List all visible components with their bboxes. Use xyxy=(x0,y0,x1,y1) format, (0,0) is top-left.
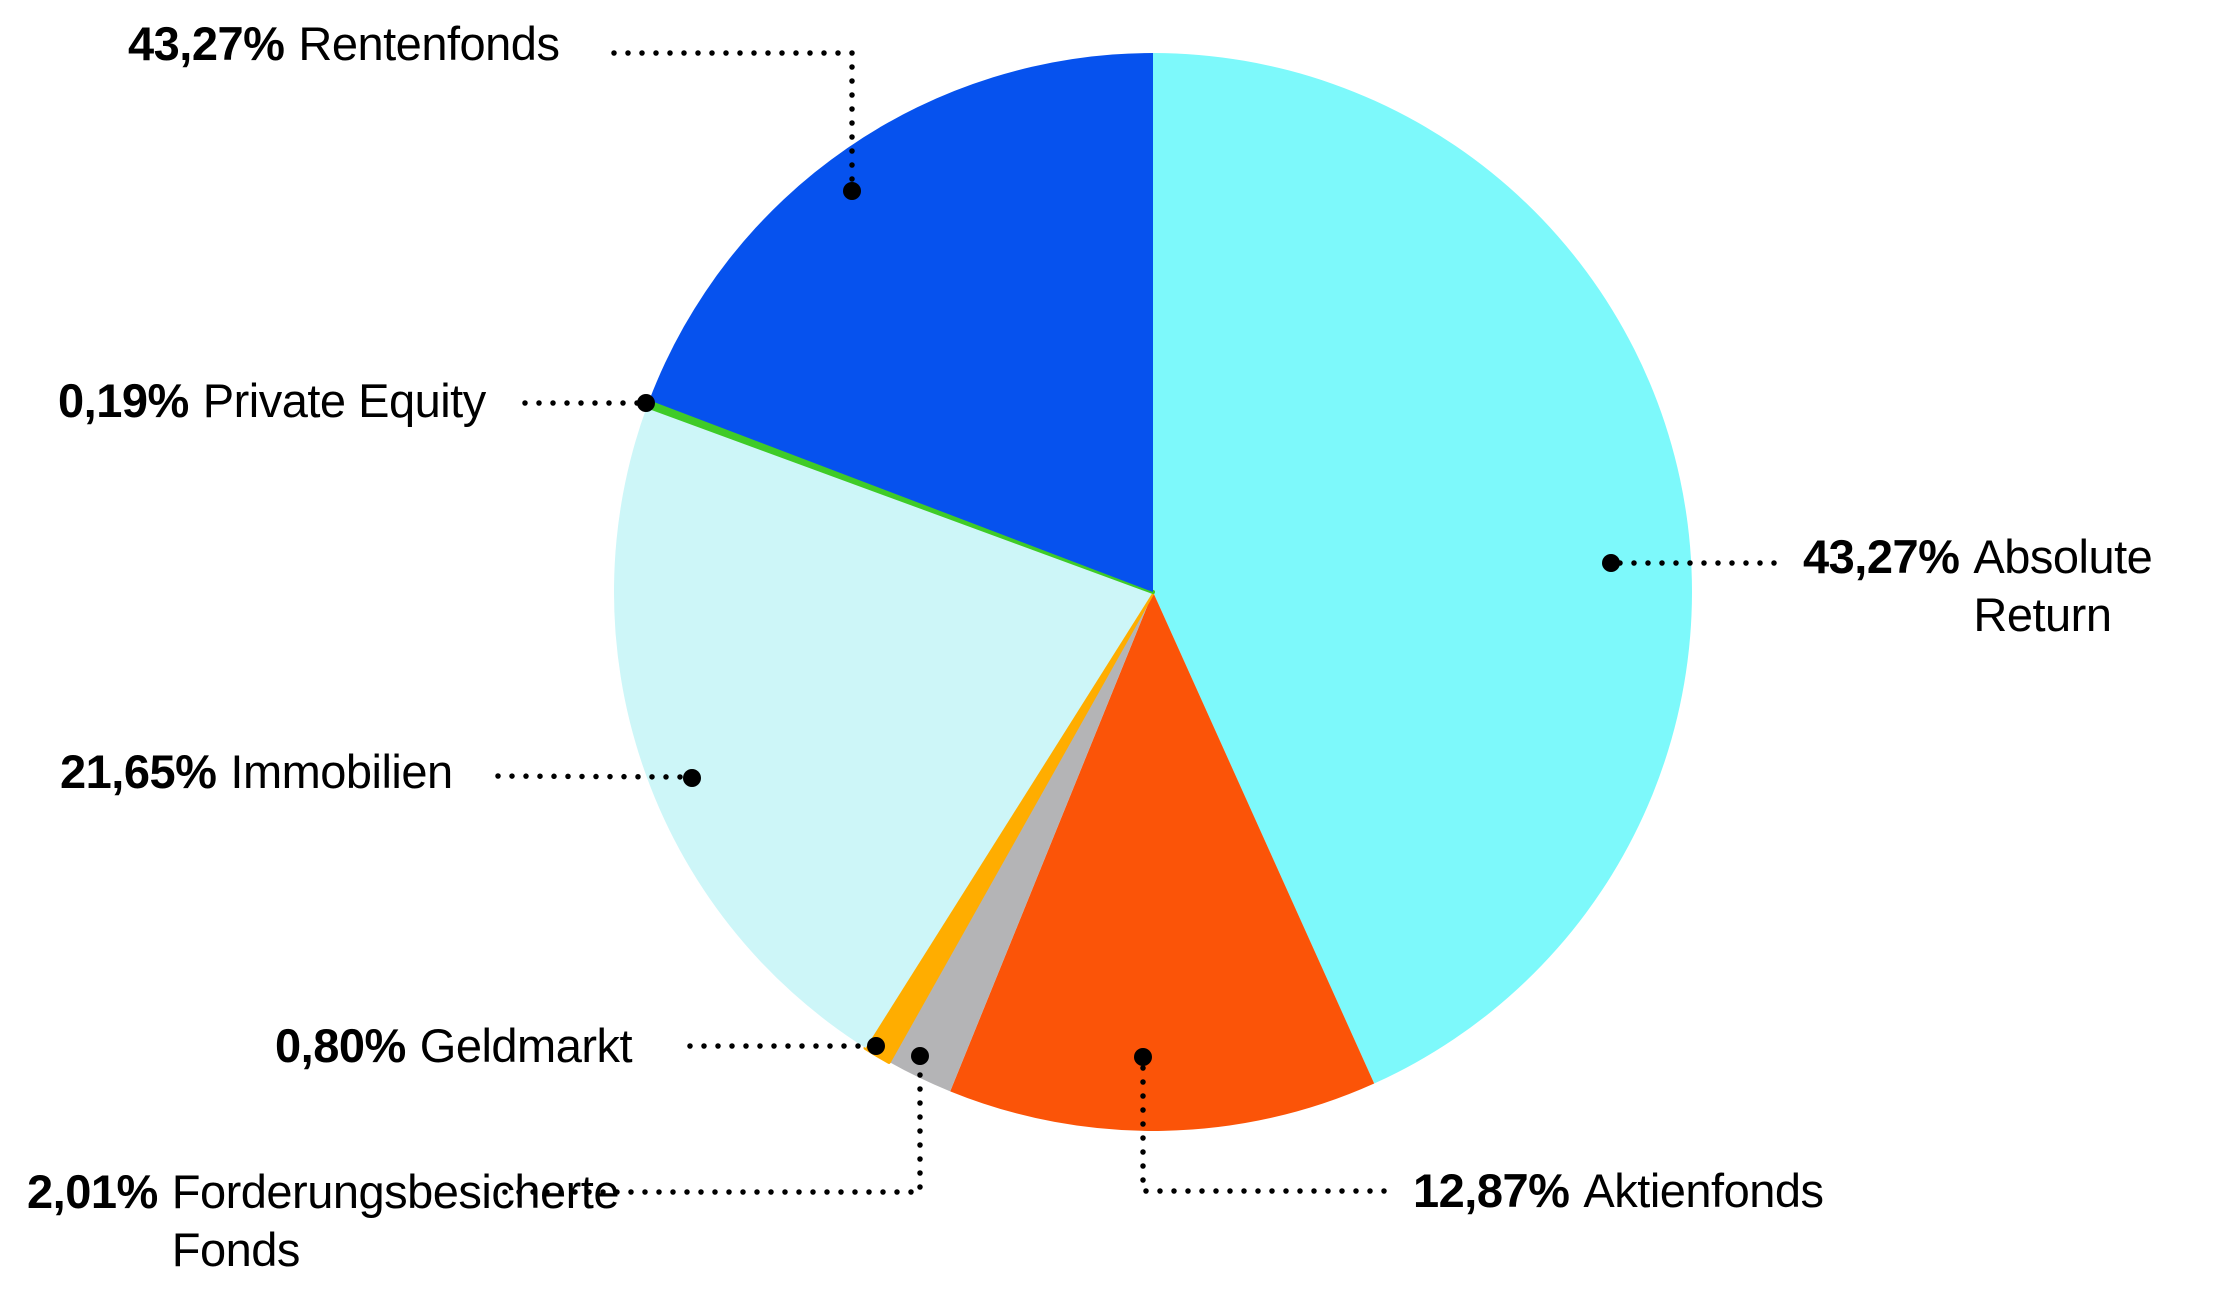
percent-label-forderungsbesicherte-fonds: 2,01% xyxy=(27,1165,158,1218)
callout-immobilien: 21,65% Immobilien xyxy=(60,743,453,801)
pie-slice-aktienfonds xyxy=(950,592,1375,1131)
callout-forderungsbesicherte-fonds: 2,01% Forderungsbesicherte Fonds xyxy=(27,1163,620,1279)
pie-slice-forderungsbesicherte-fonds xyxy=(888,592,1153,1092)
callout-absolute-return: 43,27% Absolute Return xyxy=(1803,528,2198,644)
slice-name-rentenfonds: Rentenfonds xyxy=(298,17,560,70)
marker-dot-absolute-return xyxy=(1602,554,1620,572)
marker-dot-private-equity xyxy=(637,394,655,412)
percent-label-absolute-return: 43,27% xyxy=(1803,530,1960,583)
slice-name-geldmarkt: Geldmarkt xyxy=(419,1019,633,1072)
slice-name-immobilien: Immobilien xyxy=(230,745,453,798)
percent-label-rentenfonds: 43,27% xyxy=(128,17,285,70)
percent-label-private-equity: 0,19% xyxy=(58,374,189,427)
leader-line-forderungsbesicherte-fonds xyxy=(502,1064,923,1195)
marker-dot-aktienfonds xyxy=(1134,1048,1152,1066)
callout-aktienfonds: 12,87% Aktienfonds xyxy=(1413,1162,1824,1220)
callout-rentenfonds: 43,27% Rentenfonds xyxy=(128,15,560,73)
pie-slice-geldmarkt xyxy=(863,590,1155,1064)
callout-private-equity: 0,19% Private Equity xyxy=(58,372,486,430)
slice-name-forderungsbesicherte-fonds: Forderungsbesicherte Fonds xyxy=(171,1165,620,1276)
callout-geldmarkt: 0,80% Geldmarkt xyxy=(275,1017,633,1075)
leader-line-aktienfonds xyxy=(1140,1065,1391,1194)
marker-dot-geldmarkt xyxy=(867,1037,885,1055)
percent-label-geldmarkt: 0,80% xyxy=(275,1019,406,1072)
slice-name-aktienfonds: Aktienfonds xyxy=(1583,1164,1824,1217)
pie-slice-rentenfonds xyxy=(649,53,1153,592)
marker-dot-immobilien xyxy=(683,769,701,787)
leader-line-immobilien xyxy=(495,773,688,780)
marker-dot-forderungsbesicherte-fonds xyxy=(911,1047,929,1065)
pie-slice-absolute-return xyxy=(1153,53,1692,1084)
pie-slice-immobilien xyxy=(613,406,1153,1048)
slice-name-absolute-return: Absolute Return xyxy=(1973,530,2153,641)
percent-label-aktienfonds: 12,87% xyxy=(1413,1164,1570,1217)
percent-label-immobilien: 21,65% xyxy=(60,745,217,798)
slice-name-private-equity: Private Equity xyxy=(202,374,486,427)
leader-line-rentenfonds xyxy=(611,50,855,186)
marker-dot-rentenfonds xyxy=(843,182,861,200)
